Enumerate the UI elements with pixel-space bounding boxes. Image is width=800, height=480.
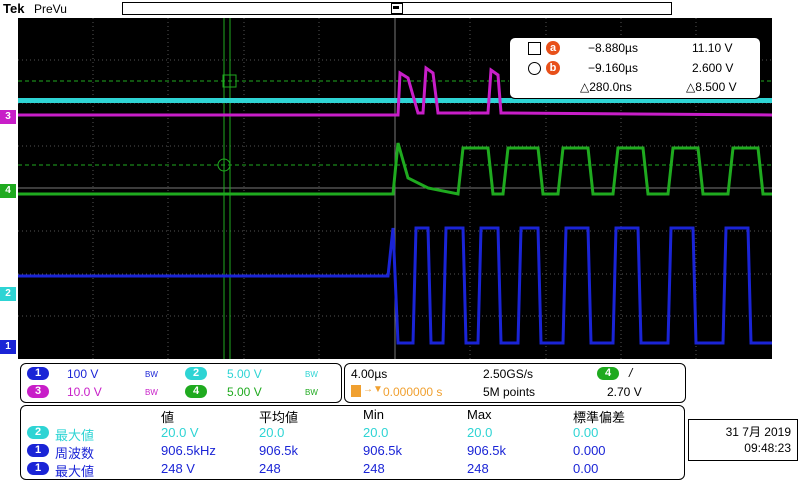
arrow-right-icon: →▼ [363, 384, 383, 395]
circle-icon [528, 62, 541, 75]
cursor-a-time: −8.880µs [588, 41, 638, 55]
ch1-badge[interactable]: 1 [27, 367, 49, 380]
brand-logo: Tek [3, 1, 25, 16]
row-max: 248 [467, 461, 489, 476]
row-value: 906.5kHz [161, 443, 216, 458]
row-mean: 20.0 [259, 425, 285, 440]
row-name: 周波数 [55, 446, 95, 461]
row-channel-badge: 1 [27, 444, 49, 457]
row-value: 20.0 V [161, 425, 199, 440]
trigger-level[interactable]: 2.70 V [607, 385, 642, 399]
ch3-ground-marker[interactable]: 3 [0, 110, 16, 124]
row-min: 906.5k [363, 443, 403, 458]
cursor-readout: a −8.880µs 11.10 V b −9.160µs 2.600 V △2… [509, 37, 761, 99]
datetime-display: 31 7月 2019 09:48:23 [688, 419, 798, 461]
square-icon [528, 42, 541, 55]
row-std: 0.00 [573, 461, 599, 476]
row-std: 0.000 [573, 443, 606, 458]
row-min: 248 [363, 461, 385, 476]
waveform-graticule [18, 18, 772, 359]
row-std: 0.00 [573, 425, 599, 440]
row-max: 906.5k [467, 443, 507, 458]
ch1-bw-limit: BW [145, 370, 158, 379]
header-min: Min [363, 407, 384, 422]
trigger-position[interactable]: 0.000000 s [383, 385, 443, 399]
cursor-b-value: 2.600 V [692, 61, 734, 75]
row-name: 最大値 [55, 428, 95, 443]
header-max: Max [467, 407, 492, 422]
record-view-indicator [393, 6, 399, 9]
ch2-bw-limit: BW [305, 370, 318, 379]
sample-rate: 2.50GS/s [483, 367, 534, 381]
ch2-ground-marker[interactable]: 2 [0, 287, 16, 301]
ch2-badge[interactable]: 2 [185, 367, 207, 380]
ch4-scale[interactable]: 5.00 V [227, 385, 262, 399]
row-max: 20.0 [467, 425, 493, 440]
cursor-a-icon: a [546, 41, 560, 55]
time-per-div[interactable]: 4.00µs [351, 367, 388, 381]
trigger-position-icon [351, 385, 361, 397]
cursor-delta-value: △8.500 V [686, 80, 737, 94]
row-mean: 248 [259, 461, 281, 476]
ch4-bw-limit: BW [305, 388, 318, 397]
cursor-b-icon: b [546, 61, 560, 75]
top-bar: Tek PreVu [0, 0, 800, 18]
row-name: 最大値 [55, 464, 95, 479]
header-mean: 平均値 [259, 410, 299, 425]
ch4-ground-marker[interactable]: 4 [0, 184, 16, 198]
ch3-scale[interactable]: 10.0 V [67, 385, 102, 399]
ch3-badge[interactable]: 3 [27, 385, 49, 398]
ch1-scale[interactable]: 100 V [67, 367, 99, 381]
header-value: 値 [161, 410, 175, 425]
row-mean: 906.5k [259, 443, 299, 458]
row-channel-badge: 2 [27, 426, 49, 439]
ch4-badge[interactable]: 4 [185, 385, 207, 398]
trigger-source-badge[interactable]: 4 [597, 367, 619, 380]
row-channel-badge: 1 [27, 462, 49, 475]
measurement-table: 値 平均値 Min Max 標準偏差 2 最大値 20.0 V 20.0 20.… [20, 405, 685, 480]
acquisition-mode: PreVu [34, 2, 67, 16]
cursor-a-value: 11.10 V [692, 41, 733, 55]
time-text: 09:48:23 [744, 441, 791, 455]
record-length: 5M points [483, 385, 536, 399]
ch1-ground-marker[interactable]: 1 [0, 340, 16, 354]
ch2-scale[interactable]: 5.00 V [227, 367, 262, 381]
vertical-settings-panel[interactable]: 1 100 V BW 2 5.00 V BW 3 10.0 V BW 4 5.0… [20, 363, 342, 403]
header-std: 標準偏差 [573, 410, 626, 425]
row-min: 20.0 [363, 425, 389, 440]
ch3-bw-limit: BW [145, 388, 158, 397]
cursor-delta-time: △280.0ns [580, 80, 632, 94]
row-value: 248 V [161, 461, 195, 476]
trigger-slope-icon[interactable]: / [629, 366, 633, 380]
date-text: 31 7月 2019 [725, 425, 791, 439]
cursor-b-time: −9.160µs [588, 61, 638, 75]
horizontal-settings-panel[interactable]: 4.00µs 2.50GS/s 4 / →▼ 0.000000 s 5M poi… [344, 363, 686, 403]
